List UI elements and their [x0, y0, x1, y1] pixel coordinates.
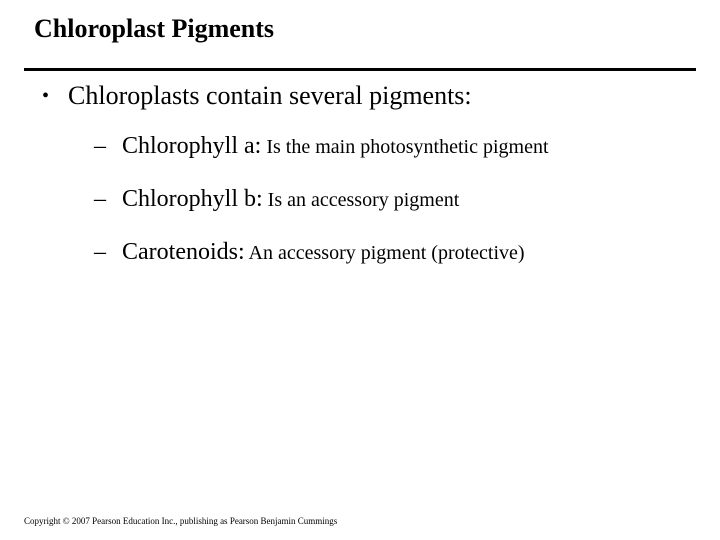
dash-icon: – [94, 133, 122, 160]
list-item-text: Carotenoids: An accessory pigment (prote… [122, 239, 525, 266]
list-item: – Carotenoids: An accessory pigment (pro… [94, 239, 696, 266]
list-item: – Chlorophyll a: Is the main photosynthe… [94, 133, 696, 160]
dash-icon: – [94, 239, 122, 266]
item-lead: Chlorophyll a: [122, 133, 261, 159]
item-desc: An accessory pigment (protective) [245, 242, 525, 264]
bullet-list-level2: – Chlorophyll a: Is the main photosynthe… [94, 133, 696, 266]
item-lead: Carotenoids: [122, 239, 245, 265]
bullet-dot-icon: • [42, 81, 68, 111]
list-item: – Chlorophyll b: Is an accessory pigment [94, 186, 696, 213]
list-item-text: Chlorophyll b: Is an accessory pigment [122, 186, 459, 213]
bullet-list-level1: • Chloroplasts contain several pigments:… [42, 81, 696, 266]
list-item-text: Chloroplasts contain several pigments: [68, 81, 472, 111]
copyright-text: Copyright © 2007 Pearson Education Inc.,… [24, 516, 337, 526]
dash-icon: – [94, 186, 122, 213]
slide: Chloroplast Pigments • Chloroplasts cont… [0, 0, 720, 540]
list-item-text: Chlorophyll a: Is the main photosyntheti… [122, 133, 549, 160]
item-desc: Is an accessory pigment [263, 189, 460, 211]
list-item: • Chloroplasts contain several pigments: [42, 81, 696, 111]
item-lead: Chlorophyll b: [122, 186, 263, 212]
item-desc: Is the main photosynthetic pigment [261, 136, 548, 158]
title-underline [24, 68, 696, 71]
slide-title: Chloroplast Pigments [24, 14, 696, 50]
